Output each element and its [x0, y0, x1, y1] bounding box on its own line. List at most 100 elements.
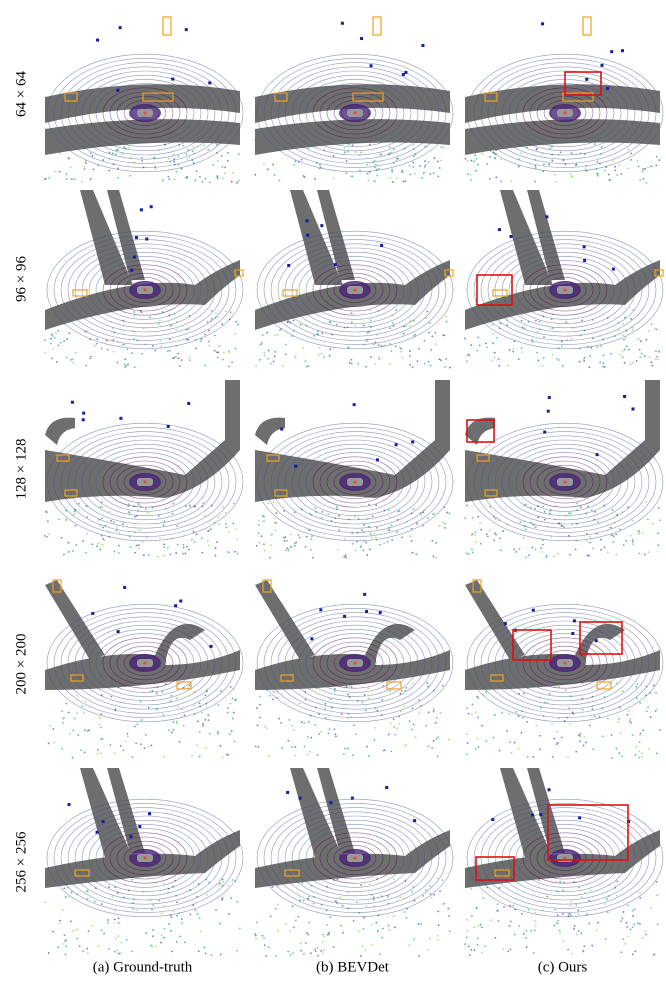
lidar-point: [207, 714, 209, 716]
lidar-point: [288, 550, 290, 552]
lidar-point: [364, 694, 366, 696]
lidar-point: [336, 879, 338, 881]
lidar-point: [233, 503, 235, 505]
lidar-point: [551, 160, 553, 162]
lidar-point: [232, 718, 234, 720]
lidar-point: [270, 363, 272, 365]
lidar-point: [413, 155, 415, 157]
lidar-point: [171, 951, 173, 953]
lidar-point: [392, 322, 394, 324]
panel: [255, 380, 453, 559]
lidar-point: [655, 881, 657, 883]
lidar-point: [216, 144, 218, 146]
lidar-point: [102, 738, 104, 740]
lidar-point: [424, 160, 426, 162]
lidar-point: [101, 517, 103, 519]
panel: [254, 5, 453, 183]
lidar-point: [616, 514, 618, 516]
lidar-point: [509, 925, 511, 927]
lidar-point: [422, 525, 424, 527]
lidar-point: [187, 149, 189, 151]
lidar-point: [444, 527, 446, 529]
lidar-point: [417, 360, 419, 362]
lidar-point: [208, 545, 210, 547]
lidar-point: [239, 928, 241, 930]
lidar-point: [266, 727, 268, 729]
lidar-point: [347, 747, 349, 749]
lidar-point: [259, 704, 261, 706]
lidar-point: [316, 947, 318, 949]
lidar-point: [526, 503, 528, 505]
lidar-point: [163, 714, 165, 716]
lidar-point: [377, 710, 379, 712]
lidar-point: [255, 745, 257, 747]
lidar-point: [655, 692, 657, 694]
lidar-point: [72, 729, 74, 731]
lidar-point: [549, 148, 551, 150]
lidar-point: [466, 360, 468, 362]
lidar-point: [261, 535, 263, 537]
lidar-point: [361, 529, 363, 531]
lidar-point: [352, 754, 354, 756]
lidar-point: [637, 530, 639, 532]
detection: [210, 645, 213, 648]
lidar-point: [313, 903, 315, 905]
lidar-point: [399, 896, 401, 898]
lidar-point: [230, 311, 232, 313]
lidar-point: [152, 945, 154, 947]
lidar-point: [474, 154, 476, 156]
lidar-point: [491, 360, 493, 362]
lidar-point: [116, 949, 118, 951]
lidar-point: [411, 729, 413, 731]
lidar-point: [623, 544, 625, 546]
lidar-point: [111, 696, 113, 698]
lidar-point: [141, 719, 143, 721]
lidar-point: [498, 358, 500, 360]
lidar-point: [548, 163, 550, 165]
lidar-point: [224, 167, 226, 169]
lidar-point: [507, 365, 509, 367]
lidar-point: [570, 173, 572, 175]
lidar-point: [632, 362, 634, 364]
lidar-point: [168, 729, 170, 731]
lidar-point: [420, 515, 422, 517]
lidar-point: [157, 556, 159, 558]
lidar-point: [438, 176, 440, 178]
lidar-point: [59, 171, 61, 173]
lidar-point: [607, 718, 609, 720]
lidar-point: [622, 356, 624, 358]
lidar-point: [205, 178, 207, 180]
lidar-point: [220, 690, 222, 692]
detection: [413, 819, 416, 822]
lidar-point: [659, 519, 661, 521]
lidar-point: [633, 924, 635, 926]
lidar-point: [360, 955, 362, 957]
lidar-point: [616, 174, 618, 176]
lidar-point: [567, 756, 569, 758]
lidar-point: [652, 523, 654, 525]
lidar-point: [571, 175, 573, 177]
lidar-point: [393, 718, 395, 720]
lidar-point: [489, 156, 491, 158]
lidar-point: [543, 164, 545, 166]
lidar-point: [624, 362, 626, 364]
lidar-point: [322, 934, 324, 936]
lidar-point: [426, 311, 428, 313]
lidar-point: [389, 363, 391, 365]
lidar-point: [119, 952, 121, 954]
lidar-point: [63, 887, 65, 889]
lidar-point: [371, 944, 373, 946]
lidar-point: [437, 756, 439, 758]
lidar-point: [586, 913, 588, 915]
lidar-point: [86, 890, 88, 892]
lidar-point: [171, 917, 173, 919]
lidar-point: [274, 351, 276, 353]
lidar-point: [223, 881, 225, 883]
lidar-point: [657, 358, 659, 360]
lidar-point: [632, 329, 634, 331]
lidar-point: [193, 162, 195, 164]
lidar-point: [599, 716, 601, 718]
lidar-point: [658, 159, 660, 161]
lidar-point: [364, 950, 366, 952]
lidar-point: [217, 731, 219, 733]
